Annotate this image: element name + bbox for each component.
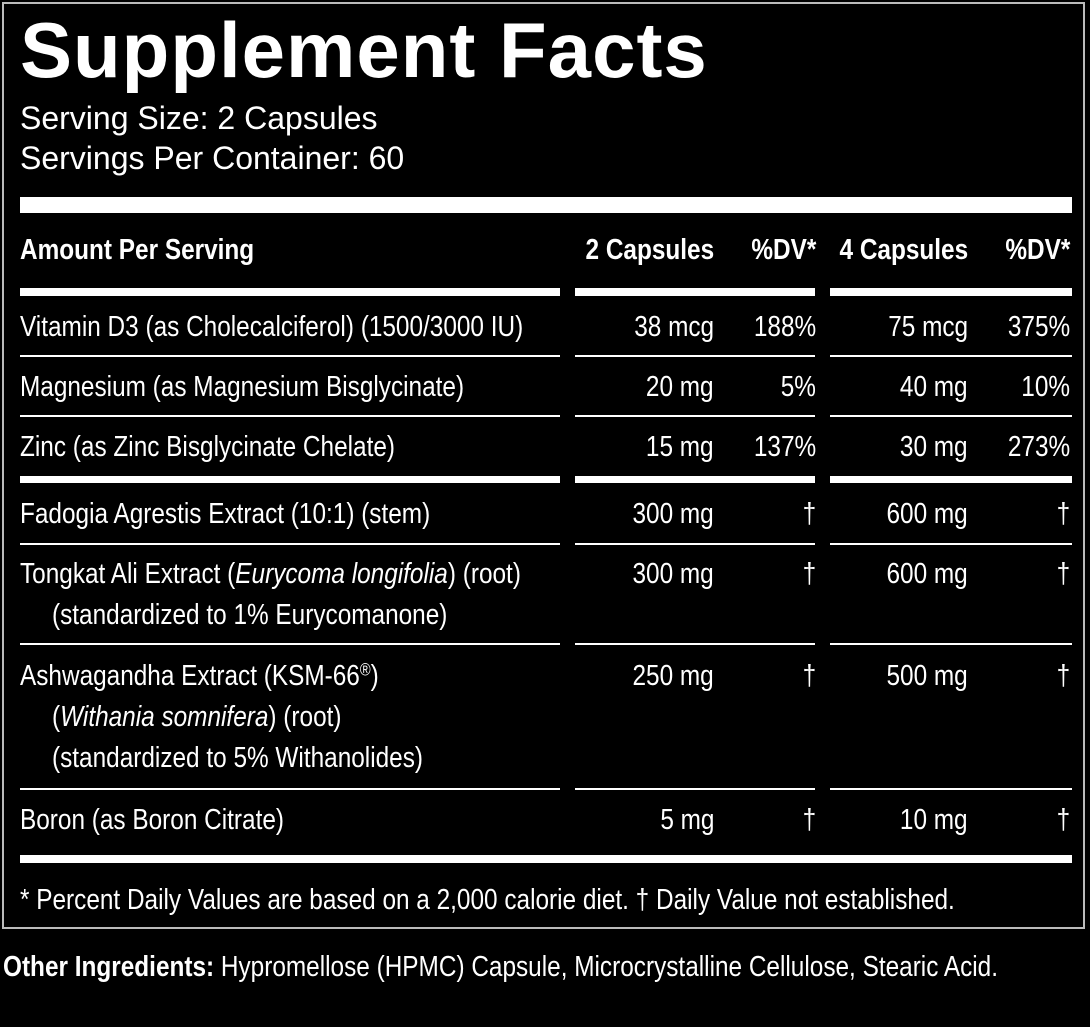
name-italic: Withania somnifera	[60, 701, 269, 733]
amount: 300 mg	[632, 558, 714, 590]
amount: 600 mg	[886, 498, 968, 530]
amount: 15 mg	[646, 431, 714, 463]
ingredient-name: Tongkat Ali Extract (Eurycoma longifolia…	[20, 556, 521, 592]
daily-value: †	[802, 498, 816, 530]
name-text: (standardized to 5% Withanolides)	[52, 742, 424, 774]
daily-value: 273%	[1007, 431, 1070, 463]
other-ingredients-label: Other Ingredients:	[3, 951, 215, 983]
name-text: Tongkat Ali Extract (	[20, 558, 236, 590]
row-rule	[830, 415, 1072, 417]
row-rule	[575, 543, 815, 545]
thick-rule	[20, 855, 1072, 863]
name-text: Ashwagandha Extract (KSM-66	[20, 660, 360, 692]
row-rule	[830, 476, 1072, 483]
footnote: * Percent Daily Values are based on a 2,…	[20, 884, 955, 916]
daily-value: †	[802, 660, 816, 692]
row-rule	[830, 288, 1072, 296]
title: Supplement Facts	[20, 6, 708, 94]
amount: 250 mg	[632, 660, 714, 692]
daily-value: 10%	[1021, 371, 1070, 403]
header-cell: 2 Capsules	[585, 234, 714, 266]
row-rule	[20, 415, 560, 417]
row-rule	[830, 355, 1072, 357]
ingredient-name: Ashwagandha Extract (KSM-66®)	[20, 658, 379, 694]
amount: 500 mg	[886, 660, 968, 692]
amount: 40 mg	[900, 371, 968, 403]
name-italic: Eurycoma longifolia	[235, 558, 448, 590]
row-rule	[575, 288, 815, 296]
daily-value: †	[1056, 498, 1070, 530]
daily-value: †	[1056, 660, 1070, 692]
daily-value: †	[1056, 558, 1070, 590]
amount: 30 mg	[900, 431, 968, 463]
daily-value: †	[802, 804, 816, 836]
header-cell: Amount Per Serving	[20, 234, 255, 266]
name-text: (	[52, 701, 61, 733]
amount: 5 mg	[659, 804, 714, 836]
daily-value: †	[1056, 804, 1070, 836]
amount: 600 mg	[886, 558, 968, 590]
serving-size: Serving Size: 2 Capsules	[20, 100, 378, 136]
row-rule	[830, 543, 1072, 545]
row-rule	[20, 355, 560, 357]
name-text: (standardized to 1% Eurycomanone)	[52, 599, 448, 631]
name-text: Zinc (as Zinc Bisglycinate Chelate)	[20, 431, 396, 463]
amount: 75 mcg	[888, 311, 968, 343]
header-cell: %DV*	[1005, 234, 1070, 266]
row-rule	[20, 543, 560, 545]
name-text: )	[370, 660, 379, 692]
ingredient-name: (standardized to 5% Withanolides)	[52, 740, 423, 776]
row-rule	[575, 476, 815, 483]
ingredient-name: Boron (as Boron Citrate)	[20, 802, 284, 838]
ingredient-name: Magnesium (as Magnesium Bisglycinate)	[20, 369, 464, 405]
amount: 20 mg	[646, 371, 714, 403]
ingredient-name: (standardized to 1% Eurycomanone)	[52, 597, 447, 633]
name-text: Fadogia Agrestis Extract (10:1) (stem)	[20, 498, 431, 530]
name-text: ) (root)	[268, 701, 342, 733]
panel-border	[2, 2, 1085, 929]
daily-value: 137%	[753, 431, 816, 463]
daily-value: †	[802, 558, 816, 590]
name-text: ) (root)	[447, 558, 521, 590]
row-rule	[575, 355, 815, 357]
amount: 10 mg	[900, 804, 968, 836]
daily-value: 5%	[780, 371, 816, 403]
row-rule	[20, 643, 560, 645]
name-sup: ®	[359, 659, 371, 680]
daily-value: 375%	[1007, 311, 1070, 343]
row-rule	[575, 643, 815, 645]
row-rule	[20, 788, 560, 790]
ingredient-name: Vitamin D3 (as Cholecalciferol) (1500/30…	[20, 309, 523, 345]
amount: 300 mg	[632, 498, 714, 530]
other-ingredients-text: Hypromellose (HPMC) Capsule, Microcrysta…	[220, 951, 998, 983]
row-rule	[20, 476, 560, 483]
row-rule	[575, 415, 815, 417]
name-text: Vitamin D3 (as Cholecalciferol) (1500/30…	[20, 311, 524, 343]
row-rule	[830, 643, 1072, 645]
row-rule	[20, 288, 560, 296]
thick-rule	[20, 197, 1072, 213]
name-text: Boron (as Boron Citrate)	[20, 804, 285, 836]
amount: 38 mcg	[634, 311, 714, 343]
ingredient-name: Zinc (as Zinc Bisglycinate Chelate)	[20, 429, 395, 465]
ingredient-name: (Withania somnifera) (root)	[52, 699, 341, 735]
header-cell: 4 Capsules	[839, 234, 968, 266]
row-rule	[575, 788, 815, 790]
other-ingredients: Other Ingredients: Hypromellose (HPMC) C…	[3, 948, 1070, 987]
row-rule	[830, 788, 1072, 790]
header-cell: %DV*	[751, 234, 816, 266]
ingredient-name: Fadogia Agrestis Extract (10:1) (stem)	[20, 496, 430, 532]
servings-per-container: Servings Per Container: 60	[20, 140, 405, 176]
name-text: Magnesium (as Magnesium Bisglycinate)	[20, 371, 465, 403]
daily-value: 188%	[753, 311, 816, 343]
